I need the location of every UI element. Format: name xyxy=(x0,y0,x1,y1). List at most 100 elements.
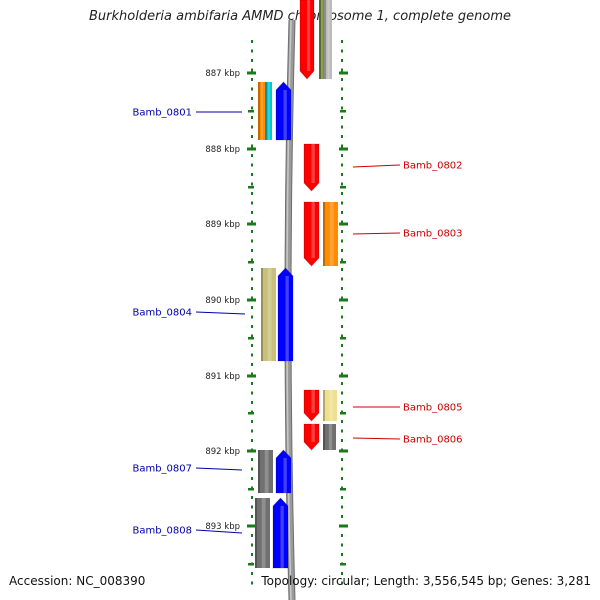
half-tick-right xyxy=(340,337,346,340)
minor-tick xyxy=(341,439,343,442)
gene-label-bamb-0801: Bamb_0801 xyxy=(132,108,192,119)
minor-tick xyxy=(251,372,253,376)
minor-tick xyxy=(251,163,253,167)
minor-tick xyxy=(341,163,343,167)
minor-tick xyxy=(251,363,253,366)
minor-tick xyxy=(251,192,253,195)
major-tick-left xyxy=(247,374,256,378)
minor-tick xyxy=(341,477,343,480)
minor-tick xyxy=(341,363,343,366)
minor-tick xyxy=(251,296,253,300)
minor-tick xyxy=(251,439,253,442)
minor-tick xyxy=(251,581,253,585)
minor-tick xyxy=(251,135,253,138)
minor-tick xyxy=(341,220,343,224)
minor-tick xyxy=(341,344,343,347)
minor-tick xyxy=(251,334,253,338)
gene-feature xyxy=(261,268,276,361)
minor-tick xyxy=(251,106,253,110)
minor-tick xyxy=(341,496,343,499)
minor-tick xyxy=(341,325,343,328)
minor-tick xyxy=(341,553,343,556)
major-tick-left xyxy=(247,71,256,75)
cds-feature xyxy=(303,389,320,422)
minor-tick xyxy=(341,306,343,309)
minor-tick xyxy=(251,68,253,72)
minor-tick xyxy=(341,458,343,461)
major-tick-left xyxy=(247,449,256,453)
minor-tick xyxy=(341,515,343,518)
minor-tick xyxy=(341,391,343,395)
minor-tick xyxy=(341,277,343,281)
major-tick-left xyxy=(247,222,256,226)
gene-feature xyxy=(323,202,338,266)
half-tick-right xyxy=(340,110,346,113)
minor-tick xyxy=(341,258,343,262)
minor-tick xyxy=(251,144,253,148)
leader-line xyxy=(195,467,243,471)
half-tick-left xyxy=(248,563,254,566)
gene-label-bamb-0805: Bamb_0805 xyxy=(403,403,463,414)
gene-feature xyxy=(319,0,324,79)
minor-tick xyxy=(251,249,253,252)
minor-tick xyxy=(251,182,253,186)
minor-tick xyxy=(251,116,253,119)
genome-summary: Topology: circular; Length: 3,556,545 bp… xyxy=(261,574,591,588)
minor-tick xyxy=(251,353,253,357)
minor-tick xyxy=(341,353,343,357)
minor-tick xyxy=(251,277,253,281)
minor-tick xyxy=(341,372,343,376)
minor-tick xyxy=(341,505,343,509)
half-tick-right xyxy=(340,412,346,415)
minor-tick xyxy=(341,116,343,119)
minor-tick xyxy=(251,382,253,385)
cds-feature xyxy=(299,0,315,80)
gene-feature xyxy=(258,82,265,140)
tick-label: 892 kbp xyxy=(205,447,240,457)
minor-tick xyxy=(251,467,253,471)
minor-tick xyxy=(251,325,253,328)
gene-label-bamb-0807: Bamb_0807 xyxy=(132,464,192,475)
minor-tick xyxy=(341,296,343,300)
half-tick-right xyxy=(340,563,346,566)
gene-feature xyxy=(324,0,332,79)
cds-feature xyxy=(275,449,292,494)
leader-line xyxy=(195,529,243,534)
minor-tick xyxy=(251,477,253,480)
minor-tick xyxy=(341,467,343,471)
minor-tick xyxy=(251,87,253,91)
major-tick-right xyxy=(339,374,348,378)
gene-label-bamb-0808: Bamb_0808 xyxy=(132,526,192,537)
minor-tick xyxy=(251,306,253,309)
minor-tick xyxy=(251,59,253,62)
half-tick-left xyxy=(248,337,254,340)
minor-tick xyxy=(251,268,253,271)
minor-tick xyxy=(251,315,253,319)
half-tick-left xyxy=(248,488,254,491)
half-tick-left xyxy=(248,412,254,415)
gene-feature xyxy=(323,390,337,421)
minor-tick xyxy=(341,106,343,110)
major-tick-left xyxy=(247,298,256,302)
tick-label: 893 kbp xyxy=(205,522,240,532)
minor-tick xyxy=(341,144,343,148)
half-tick-right xyxy=(340,186,346,189)
minor-tick xyxy=(251,572,253,575)
minor-tick xyxy=(251,97,253,100)
minor-tick xyxy=(341,239,343,243)
minor-tick xyxy=(251,534,253,537)
minor-tick xyxy=(341,401,343,404)
minor-tick xyxy=(251,391,253,395)
minor-tick xyxy=(341,182,343,186)
cds-feature xyxy=(303,143,320,192)
minor-tick xyxy=(251,239,253,243)
minor-tick xyxy=(251,496,253,499)
half-tick-left xyxy=(248,110,254,113)
minor-tick xyxy=(251,211,253,214)
minor-tick xyxy=(251,344,253,347)
minor-tick xyxy=(341,420,343,423)
gene-feature xyxy=(323,424,336,450)
minor-tick xyxy=(341,78,343,81)
minor-tick xyxy=(251,154,253,157)
minor-tick xyxy=(341,429,343,433)
